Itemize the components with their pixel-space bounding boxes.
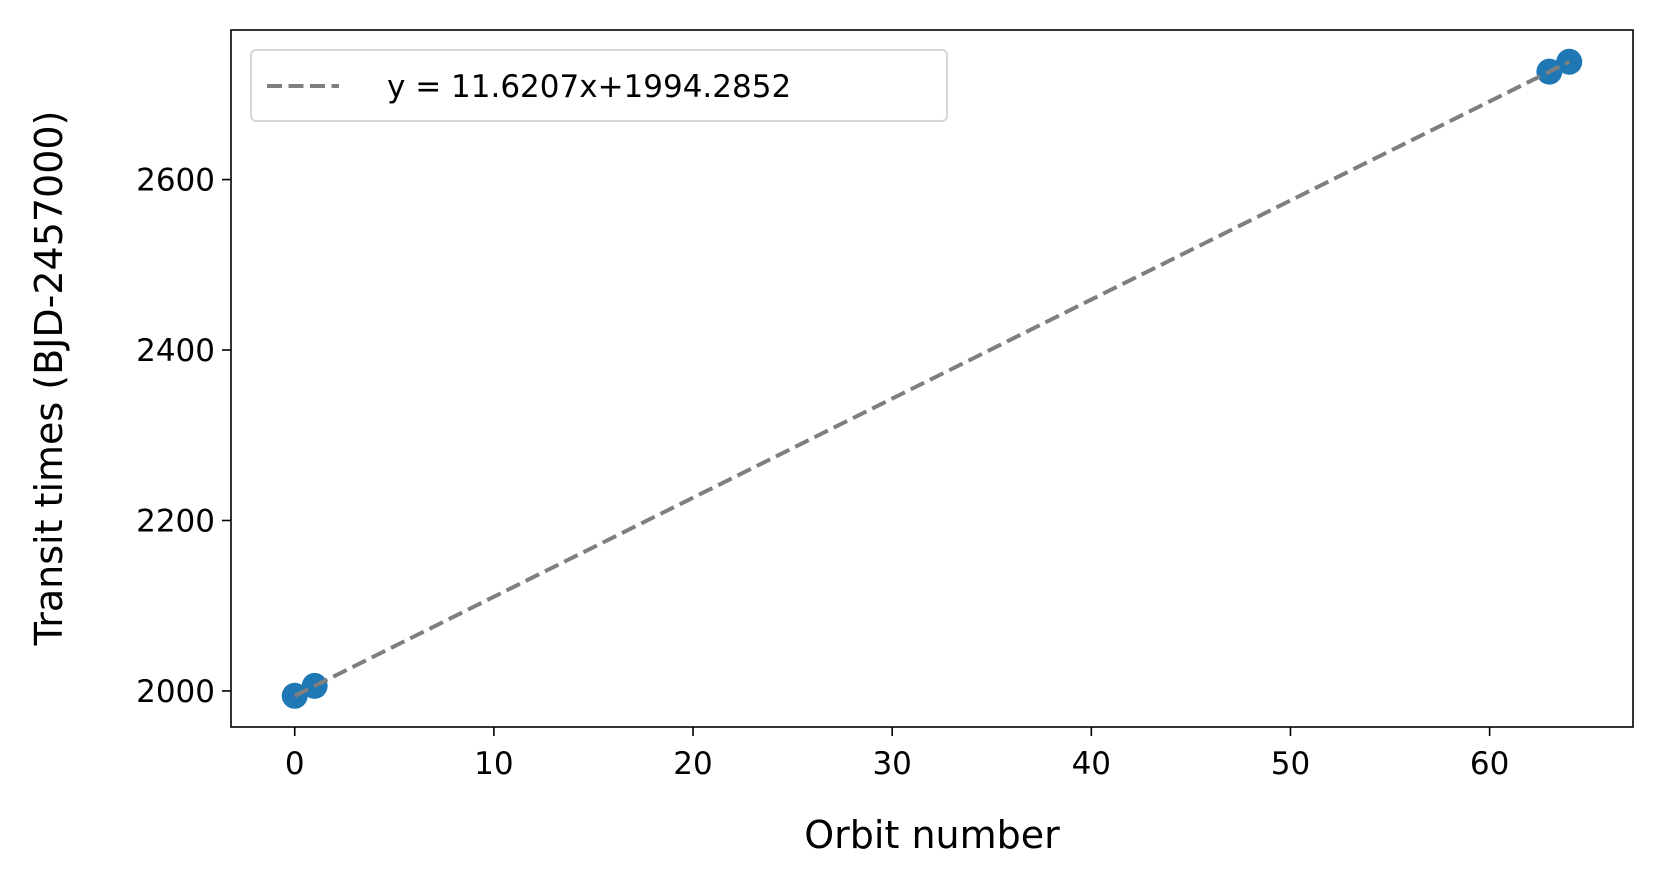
legend-box — [250, 49, 948, 122]
axes-frame — [230, 29, 1634, 728]
x-tick-label: 20 — [673, 746, 712, 782]
x-tick-label: 30 — [872, 746, 911, 782]
x-tick-label: 40 — [1072, 746, 1111, 782]
y-tick-label: 2000 — [136, 674, 215, 710]
x-tick-label: 10 — [474, 746, 513, 782]
x-tick-label: 60 — [1470, 746, 1509, 782]
plot-area — [281, 48, 1583, 709]
y-tick-label: 2400 — [136, 333, 215, 369]
legend-label: y = 11.6207x+1994.2852 — [387, 69, 791, 105]
x-tick-label: 50 — [1271, 746, 1310, 782]
y-axis-label: Transit times (BJD-2457000) — [27, 111, 71, 647]
y-tick-label: 2200 — [136, 503, 215, 539]
fit-line — [293, 59, 1571, 698]
x-axis-label: Orbit number — [804, 813, 1060, 857]
x-tick-label: 0 — [285, 746, 305, 782]
y-tick-label: 2600 — [136, 163, 215, 199]
